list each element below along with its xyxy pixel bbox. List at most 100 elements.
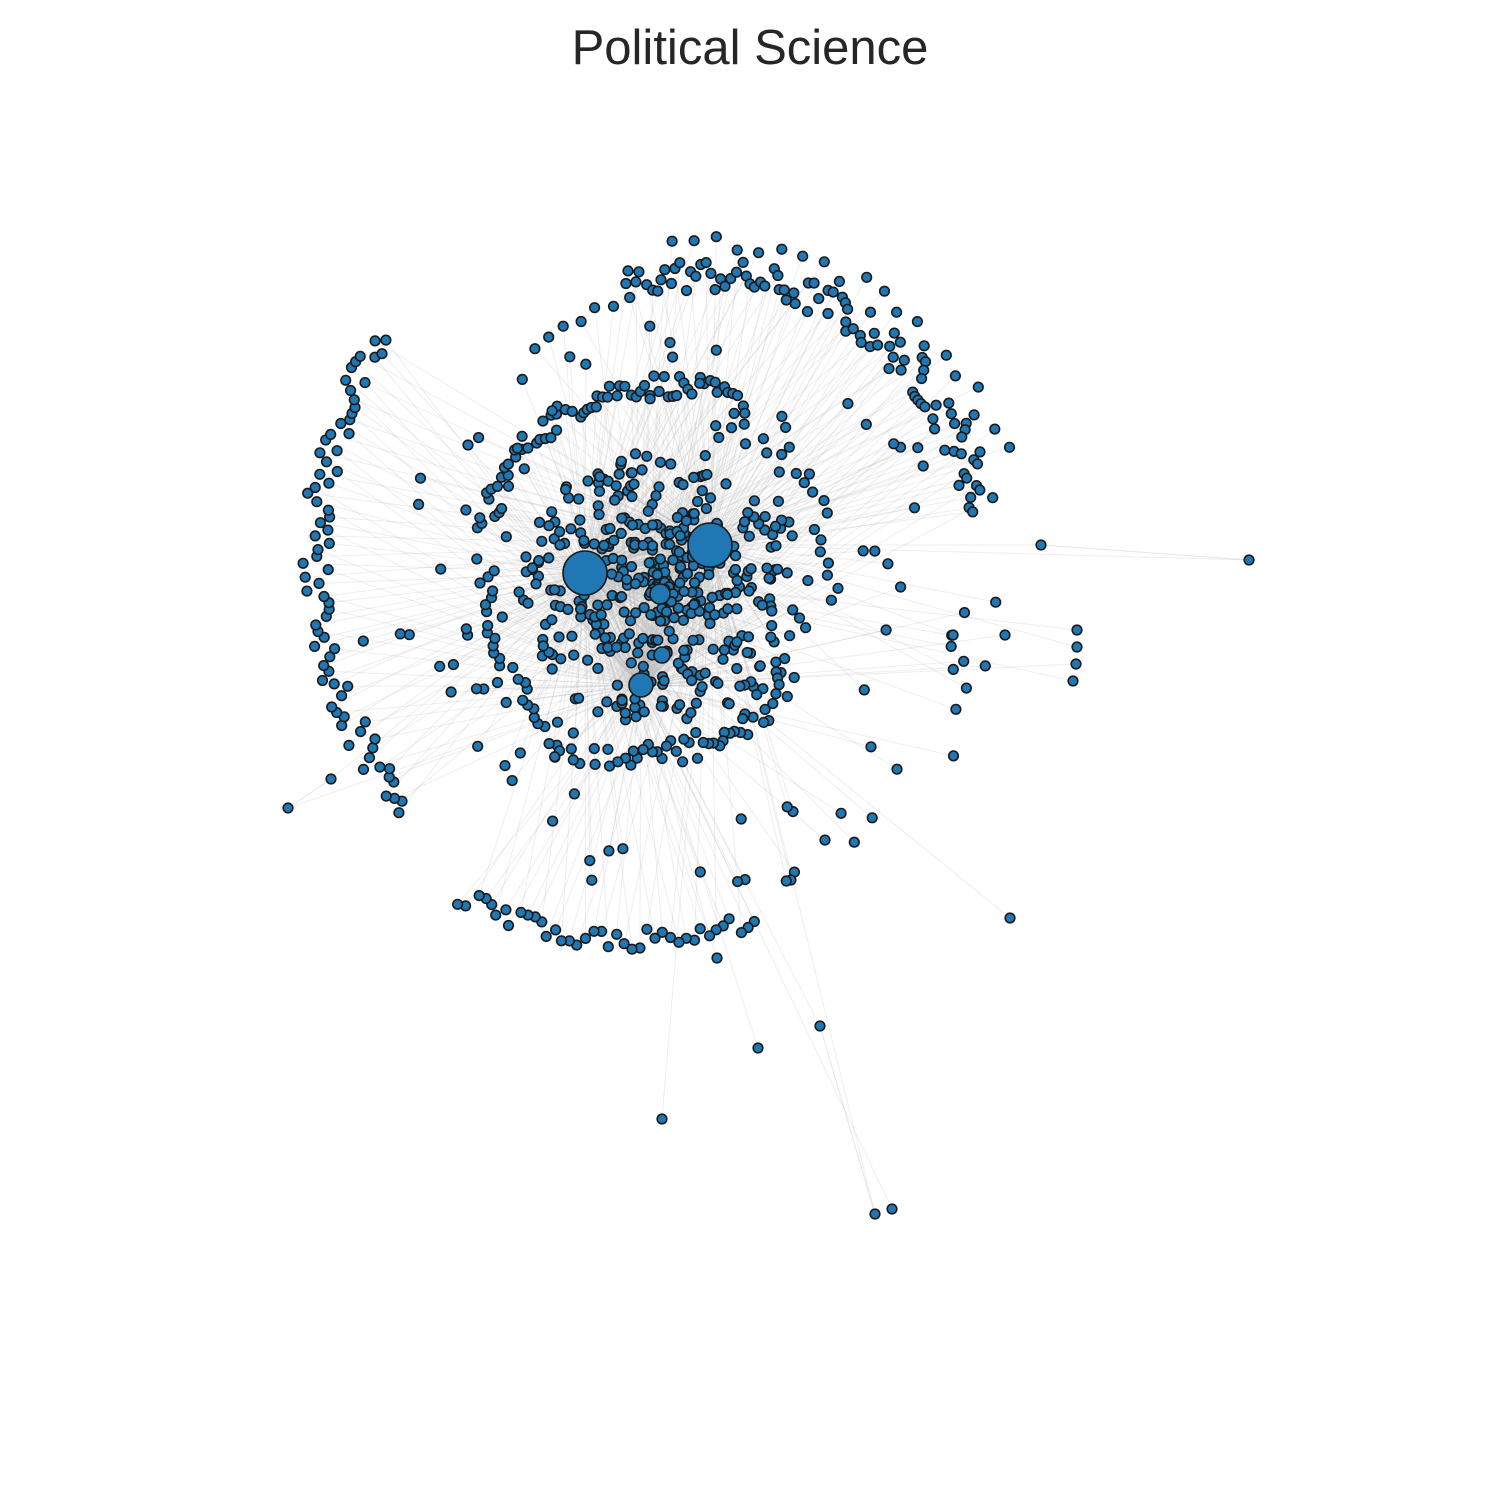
network-node bbox=[380, 790, 392, 802]
network-node bbox=[500, 696, 512, 709]
network-node bbox=[690, 697, 702, 709]
network-node bbox=[594, 471, 606, 483]
edge bbox=[683, 382, 711, 546]
network-node bbox=[691, 752, 704, 764]
network-node bbox=[883, 363, 895, 375]
edge bbox=[709, 544, 888, 565]
network-node bbox=[616, 694, 628, 707]
edge bbox=[699, 377, 711, 546]
network-node bbox=[769, 520, 782, 533]
edge bbox=[485, 604, 642, 686]
network-node bbox=[731, 244, 743, 256]
network-node bbox=[545, 432, 557, 444]
network-node bbox=[297, 557, 309, 569]
network-node bbox=[616, 512, 628, 524]
edge bbox=[709, 321, 847, 546]
network-node bbox=[878, 285, 891, 297]
hub-node bbox=[687, 522, 733, 568]
network-node bbox=[880, 624, 892, 636]
network-node bbox=[945, 640, 957, 653]
network-node bbox=[688, 235, 700, 247]
network-node bbox=[703, 601, 716, 614]
network-node bbox=[894, 336, 906, 348]
network-node bbox=[919, 401, 931, 413]
network-node bbox=[637, 660, 649, 673]
edge bbox=[340, 423, 586, 574]
network-node bbox=[380, 334, 392, 346]
network-node bbox=[638, 601, 650, 614]
edge bbox=[584, 361, 926, 574]
edge bbox=[307, 492, 711, 546]
edge bbox=[584, 283, 672, 574]
network-node bbox=[958, 655, 970, 667]
network-node bbox=[685, 707, 697, 719]
edge bbox=[584, 271, 640, 574]
network-node bbox=[359, 377, 371, 389]
network-node bbox=[670, 745, 682, 757]
network-node bbox=[374, 761, 386, 773]
network-node bbox=[763, 572, 775, 584]
network-node bbox=[884, 340, 896, 352]
network-node bbox=[549, 924, 562, 936]
network-node bbox=[674, 530, 686, 542]
network-node bbox=[394, 628, 406, 640]
network-node bbox=[473, 889, 485, 902]
network-node bbox=[537, 640, 549, 652]
network-node bbox=[697, 736, 709, 749]
network-node bbox=[638, 379, 651, 392]
edge bbox=[640, 665, 986, 686]
network-node bbox=[968, 409, 980, 421]
edge bbox=[329, 542, 586, 574]
network-node bbox=[311, 496, 323, 508]
network-node bbox=[604, 522, 616, 535]
edge bbox=[559, 684, 642, 752]
edge bbox=[501, 508, 642, 686]
network-node bbox=[741, 646, 753, 659]
network-node bbox=[540, 930, 552, 943]
edge bbox=[306, 590, 642, 686]
network-node bbox=[336, 690, 348, 702]
network-node bbox=[369, 335, 381, 347]
network-node bbox=[841, 303, 854, 315]
network-node bbox=[500, 904, 512, 916]
network-node bbox=[735, 813, 747, 825]
network-node bbox=[543, 331, 555, 343]
network-node bbox=[637, 743, 649, 756]
network-node bbox=[738, 516, 751, 528]
edge bbox=[323, 572, 586, 667]
network-node bbox=[512, 673, 524, 685]
network-node bbox=[610, 480, 622, 492]
network-node bbox=[1067, 675, 1079, 687]
edge bbox=[584, 299, 787, 574]
network-node bbox=[310, 619, 322, 631]
network-node bbox=[602, 941, 614, 953]
network-node bbox=[323, 537, 335, 550]
network-node bbox=[299, 571, 311, 583]
network-node bbox=[765, 631, 777, 643]
network-node bbox=[691, 495, 704, 508]
network-node bbox=[626, 943, 638, 955]
network-node bbox=[947, 750, 960, 762]
network-node bbox=[627, 745, 640, 757]
edge bbox=[709, 544, 758, 695]
network-node bbox=[1243, 554, 1255, 566]
edge bbox=[709, 382, 716, 546]
network-node bbox=[700, 503, 713, 515]
edge bbox=[640, 684, 687, 939]
edge bbox=[348, 572, 586, 746]
network-node bbox=[743, 530, 755, 542]
network-node bbox=[646, 540, 659, 552]
network-node bbox=[654, 553, 666, 565]
network-node bbox=[546, 614, 558, 626]
network-node bbox=[818, 495, 830, 507]
network-node bbox=[871, 339, 884, 351]
network-node bbox=[491, 480, 504, 493]
network-node bbox=[861, 271, 873, 283]
network-node bbox=[751, 688, 763, 701]
network-node bbox=[705, 267, 717, 280]
network-node bbox=[865, 741, 877, 753]
edge bbox=[640, 684, 954, 757]
edge bbox=[323, 544, 711, 597]
edge bbox=[649, 398, 711, 546]
